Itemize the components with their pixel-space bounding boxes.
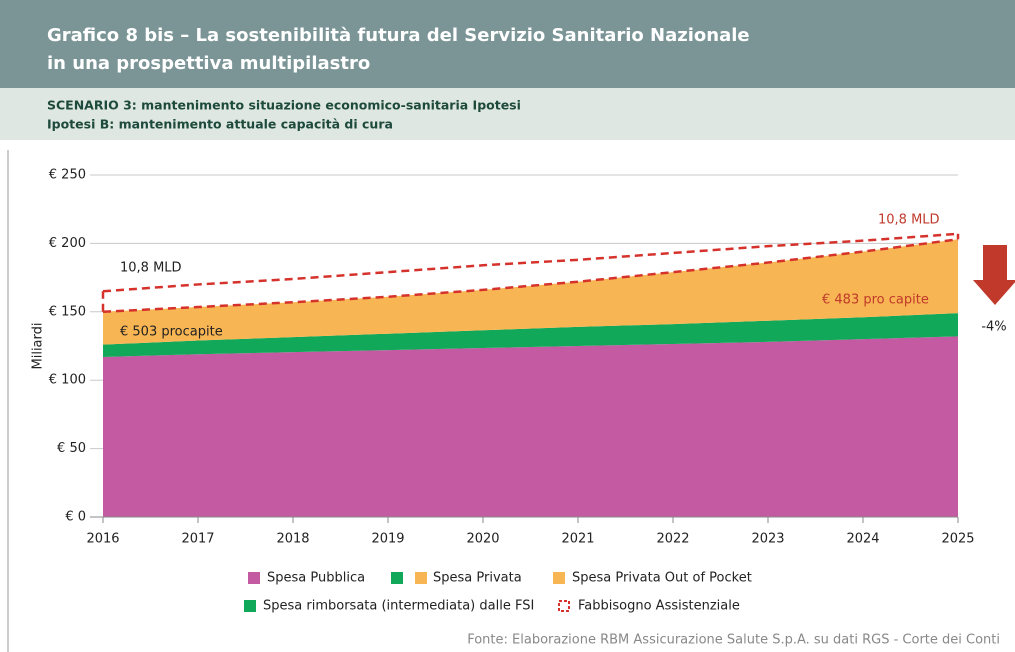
legend-label: Spesa Privata Out of Pocket	[572, 571, 752, 586]
title: in una prospettiva multipilastro	[47, 53, 370, 74]
subtitle-band	[0, 88, 1015, 140]
x-tick-label: 2023	[751, 532, 784, 547]
y-axis-label: Miliardi	[31, 323, 46, 370]
area	[103, 336, 958, 517]
legend-swatch	[248, 572, 260, 584]
x-tick-label: 2024	[846, 532, 879, 547]
y-tick-label: € 0	[65, 510, 86, 525]
legend-label: Spesa Pubblica	[267, 571, 365, 586]
x-tick-label: 2022	[656, 532, 689, 547]
legend-swatch	[244, 600, 256, 612]
y-tick-label: € 150	[49, 304, 86, 319]
area	[103, 313, 958, 357]
arrow	[973, 245, 1015, 305]
x-tick-label: 2020	[466, 532, 499, 547]
legend-swatch	[415, 572, 427, 584]
y-tick-label: € 200	[49, 236, 86, 251]
x-tick-label: 2018	[276, 532, 309, 547]
x-tick-label: 2016	[86, 532, 119, 547]
x-tick-label: 2025	[941, 532, 974, 547]
header-band	[0, 0, 1015, 88]
legend-swatch	[558, 600, 570, 612]
annotation: € 503 procapite	[120, 325, 223, 340]
y-tick-label: € 50	[57, 441, 86, 456]
x-tick-label: 2019	[371, 532, 404, 547]
annotation: 10,8 MLD	[878, 213, 940, 228]
y-tick-label: € 250	[49, 168, 86, 183]
annotation: 10,8 MLD	[120, 261, 182, 276]
title: Grafico 8 bis – La sostenibilità futura …	[47, 25, 750, 46]
x-tick-label: 2021	[561, 532, 594, 547]
annotation: € 483 pro capite	[822, 293, 929, 308]
x-tick-label: 2017	[181, 532, 214, 547]
annotation: -4%	[981, 320, 1006, 335]
legend-swatch	[391, 572, 403, 584]
legend-label: Fabbisogno Assistenziale	[578, 599, 740, 614]
y-tick-label: € 100	[49, 373, 86, 388]
legend-swatch	[553, 572, 565, 584]
legend-label: Spesa Privata	[433, 571, 522, 586]
subtitle: SCENARIO 3: mantenimento situazione econ…	[47, 98, 521, 113]
source: Fonte: Elaborazione RBM Assicurazione Sa…	[467, 633, 1000, 648]
legend-label: Spesa rimborsata (intermediata) dalle FS…	[263, 599, 534, 614]
subtitle: Ipotesi B: mantenimento attuale capacità…	[47, 117, 393, 132]
